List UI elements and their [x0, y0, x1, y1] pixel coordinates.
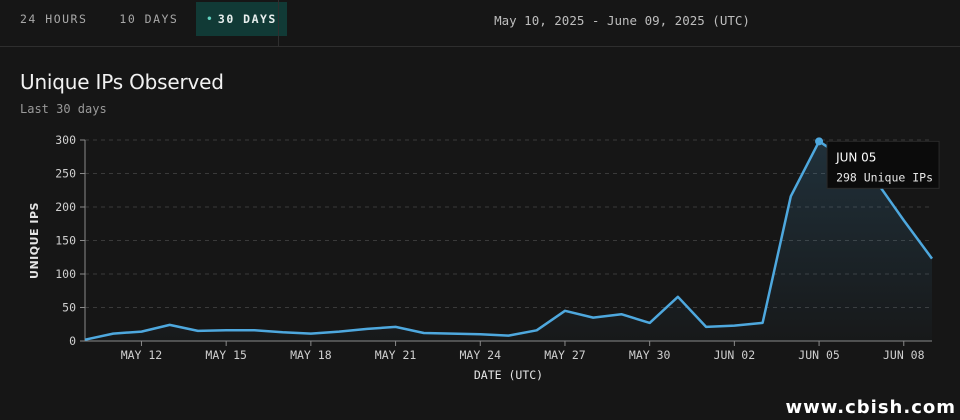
active-dot-icon: • — [206, 13, 214, 25]
x-tick-label: JUN 08 — [883, 348, 925, 362]
data-point[interactable] — [758, 318, 768, 328]
y-tick-label: 300 — [55, 133, 76, 147]
x-tick-label: MAY 18 — [290, 348, 332, 362]
tab-label: 10 DAYS — [119, 12, 179, 26]
tab-label: 30 DAYS — [217, 12, 277, 26]
data-point[interactable] — [278, 327, 288, 337]
divider — [278, 0, 279, 46]
data-point[interactable] — [645, 318, 655, 328]
data-point[interactable] — [729, 321, 739, 331]
data-point[interactable] — [786, 191, 796, 201]
date-range-label: May 10, 2025 - June 09, 2025 (UTC) — [494, 12, 750, 28]
data-point[interactable] — [560, 306, 570, 316]
data-point[interactable] — [334, 327, 344, 337]
y-tick-label: 250 — [55, 167, 76, 181]
data-point[interactable] — [391, 322, 401, 332]
data-point[interactable] — [899, 215, 909, 225]
x-tick-label: MAY 27 — [544, 348, 586, 362]
x-tick-label: MAY 24 — [459, 348, 501, 362]
x-tick-label: JUN 05 — [798, 348, 840, 362]
y-tick-label: 0 — [69, 334, 76, 348]
panel-subtitle: Last 30 days — [20, 102, 107, 116]
y-tick-label: 200 — [55, 200, 76, 214]
x-tick-label: MAY 12 — [121, 348, 163, 362]
data-point[interactable] — [306, 329, 316, 339]
data-point[interactable] — [447, 329, 457, 339]
tooltip-box — [826, 140, 940, 189]
x-tick-label: MAY 30 — [629, 348, 671, 362]
data-point[interactable] — [588, 313, 598, 323]
data-point[interactable] — [475, 329, 485, 339]
data-point[interactable] — [927, 254, 937, 264]
tooltip-value: 298 Unique IPs — [836, 170, 933, 184]
x-tick-label: JUN 02 — [714, 348, 756, 362]
data-point[interactable] — [221, 325, 231, 335]
x-axis-label: DATE (UTC) — [474, 368, 543, 382]
top-bar: 24 HOURS 10 DAYS • 30 DAYS May 10, 2025 … — [0, 0, 960, 47]
y-tick-label: 150 — [55, 234, 76, 248]
series-line — [84, 140, 934, 341]
watermark: www.cbish.com — [785, 397, 956, 418]
data-point[interactable] — [532, 325, 542, 335]
data-point[interactable] — [165, 320, 175, 330]
data-point[interactable] — [701, 322, 711, 332]
data-point[interactable] — [504, 331, 514, 341]
data-point[interactable] — [419, 328, 429, 338]
data-point[interactable] — [108, 329, 118, 339]
time-range-tabs: 24 HOURS 10 DAYS • 30 DAYS — [0, 0, 287, 46]
data-point[interactable] — [80, 335, 90, 345]
data-point[interactable] — [193, 326, 203, 336]
x-tick-label: MAY 21 — [375, 348, 417, 362]
y-tick-label: 100 — [55, 267, 76, 281]
tooltip-date: JUN 05 — [835, 150, 876, 164]
tab-30-days[interactable]: • 30 DAYS — [196, 2, 287, 36]
y-axis-label: UNIQUE IPS — [28, 202, 41, 279]
x-tick-label: MAY 15 — [205, 348, 247, 362]
data-point[interactable] — [616, 309, 626, 319]
data-point[interactable] — [673, 292, 683, 302]
data-point[interactable] — [249, 325, 259, 335]
tab-24-hours[interactable]: 24 HOURS — [10, 2, 97, 36]
highlight-point — [815, 137, 824, 146]
tab-label: 24 HOURS — [20, 12, 88, 26]
data-point[interactable] — [136, 327, 146, 337]
data-point[interactable] — [362, 324, 372, 334]
tab-10-days[interactable]: 10 DAYS — [109, 2, 188, 36]
y-tick-label: 50 — [62, 301, 76, 315]
panel-title: Unique IPs Observed — [20, 70, 224, 94]
unique-ips-chart[interactable]: 0 50 100 150 200 250 300 MAY 12 MAY 15 MAY 18 MAY … — [0, 120, 960, 390]
